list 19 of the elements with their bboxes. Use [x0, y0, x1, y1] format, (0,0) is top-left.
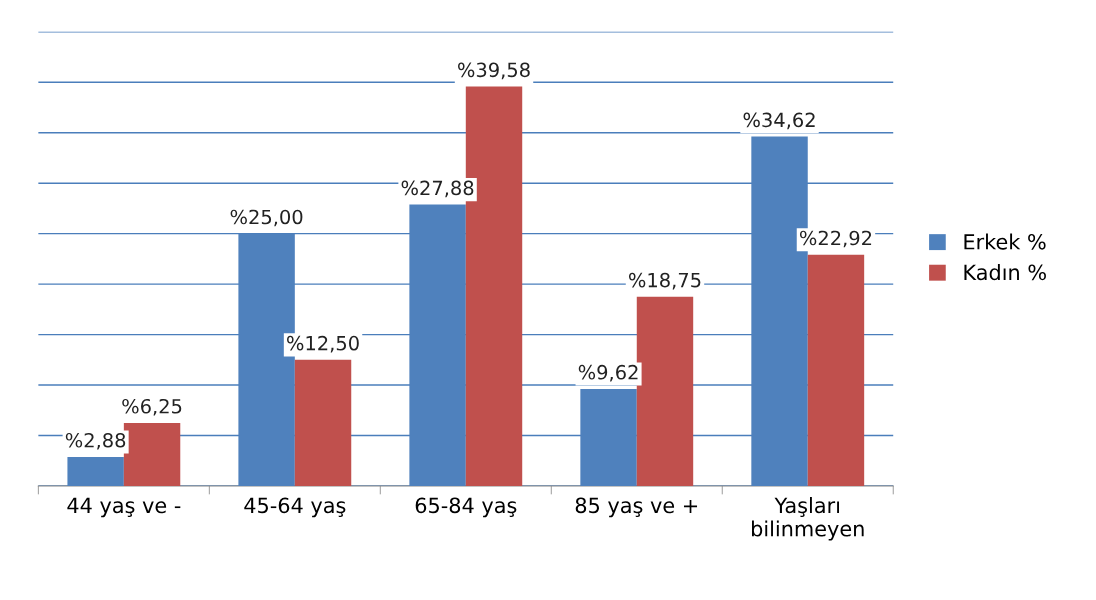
x-tick-label: 85 yaş ve + [575, 497, 698, 518]
data-label: %2,88 [65, 432, 126, 450]
data-label: %12,50 [287, 335, 359, 353]
data-label: %27,88 [401, 180, 474, 198]
x-tick-label: 44 yaş ve - [67, 497, 181, 518]
x-tick-label: 65-84 yaş [415, 497, 517, 518]
legend-label: Kadın % [964, 264, 1046, 281]
bar [636, 296, 694, 486]
data-label: %22,92 [799, 230, 872, 248]
data-label: %39,58 [458, 62, 530, 80]
legend-label: Erkek % [964, 233, 1046, 250]
x-tick-label: 45-64 yaş [244, 497, 346, 518]
data-label: %6,25 [122, 398, 182, 416]
x-tick-label: Yaşları bilinmeyen [752, 497, 864, 541]
data-label: %25,00 [230, 209, 303, 227]
data-label: %34,62 [743, 112, 815, 130]
data-label: %18,75 [628, 272, 701, 290]
data-label: %9,62 [578, 364, 638, 382]
bar [123, 422, 181, 486]
